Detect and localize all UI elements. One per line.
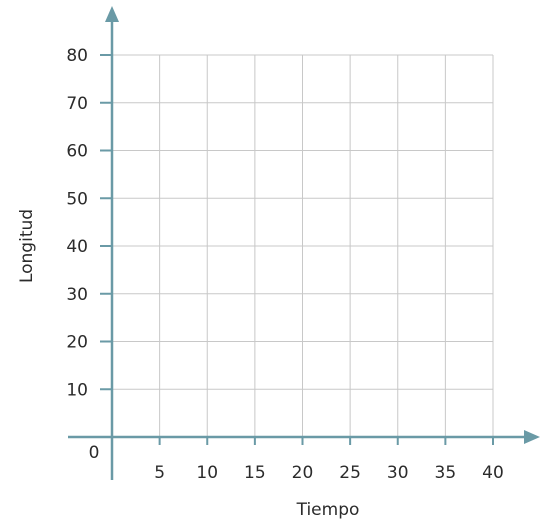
y-axis-arrow-icon <box>105 6 119 22</box>
x-tick-label-15: 15 <box>244 463 266 483</box>
x-tick-label-5: 5 <box>154 463 165 483</box>
y-tick-label-60: 60 <box>66 142 88 162</box>
y-tick-label-70: 70 <box>66 94 88 114</box>
tick-labels: 5 10 15 20 25 30 35 40 10 20 30 40 50 60 70 80 <box>66 46 503 483</box>
x-tick-label-10: 10 <box>196 463 218 483</box>
x-tick-label-40: 40 <box>482 463 504 483</box>
x-axis-title: Tiempo <box>296 500 360 520</box>
y-tick-label-30: 30 <box>66 285 88 305</box>
x-tick-label-25: 25 <box>339 463 361 483</box>
y-tick-label-50: 50 <box>66 189 88 209</box>
y-tick-label-10: 10 <box>66 380 88 400</box>
axes <box>68 6 540 480</box>
x-axis-arrow-icon <box>524 430 540 444</box>
grid <box>112 54 494 437</box>
y-tick-label-20: 20 <box>66 333 88 353</box>
y-axis-title: Longitud <box>17 209 37 283</box>
origin-label: 0 <box>89 443 100 463</box>
x-tick-label-35: 35 <box>435 463 457 483</box>
x-tick-label-20: 20 <box>292 463 314 483</box>
y-tick-label-40: 40 <box>66 237 88 257</box>
x-tick-label-30: 30 <box>387 463 409 483</box>
ticks <box>100 54 494 445</box>
y-tick-label-80: 80 <box>66 46 88 66</box>
